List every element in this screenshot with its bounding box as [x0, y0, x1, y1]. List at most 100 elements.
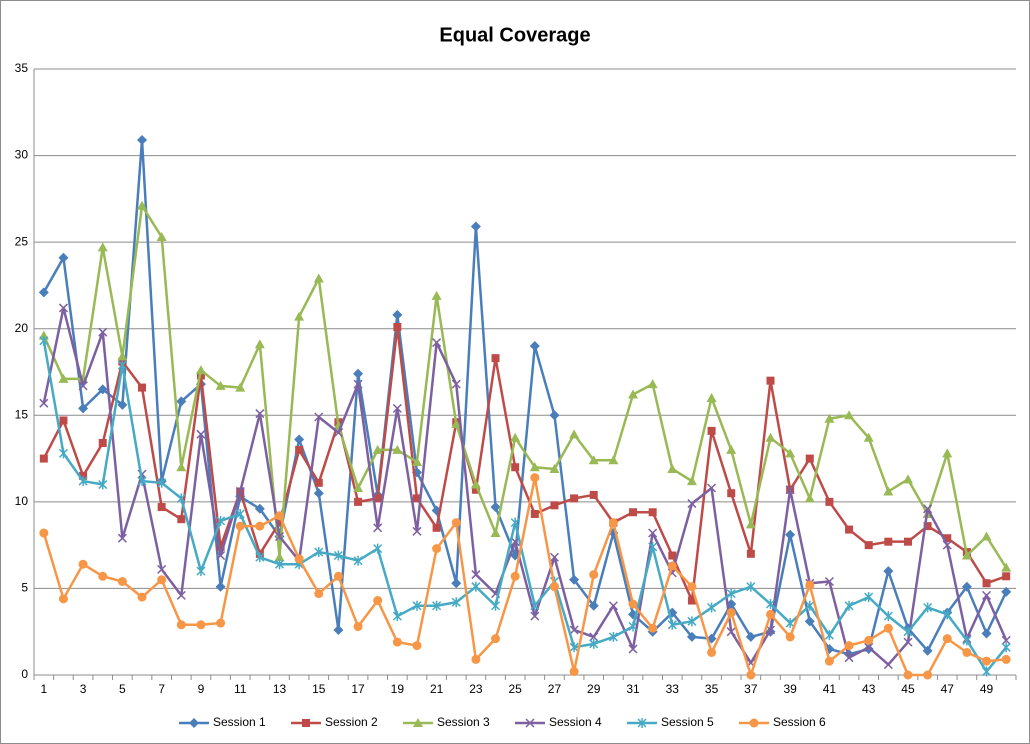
marker: [117, 577, 127, 587]
marker: [392, 403, 402, 413]
marker: [392, 309, 403, 320]
legend-label: Session 6: [773, 715, 826, 729]
marker: [667, 619, 677, 630]
marker: [824, 576, 834, 587]
marker: [844, 653, 854, 663]
marker: [333, 550, 343, 561]
marker: [412, 641, 422, 651]
x-tick-label: 17: [351, 682, 365, 696]
x-tick-label: 15: [312, 682, 326, 696]
marker: [1002, 572, 1011, 581]
x-tick-label: 43: [862, 682, 876, 696]
x-tick-label: 39: [783, 682, 797, 696]
y-tick-label: 35: [15, 61, 29, 75]
marker: [863, 432, 874, 442]
marker: [1001, 562, 1012, 572]
marker: [392, 611, 402, 622]
marker: [765, 625, 776, 635]
marker: [471, 570, 481, 580]
marker: [942, 634, 952, 644]
marker: [883, 486, 894, 496]
chart-title: Equal Coverage: [439, 24, 590, 46]
marker: [589, 632, 599, 642]
marker: [354, 497, 363, 506]
y-tick-label: 25: [15, 234, 29, 248]
legend-label: Session 4: [549, 715, 602, 729]
marker: [530, 611, 540, 621]
marker: [215, 380, 226, 390]
marker: [785, 618, 795, 629]
marker: [686, 631, 697, 642]
marker: [313, 488, 324, 499]
marker: [471, 581, 481, 592]
marker: [156, 231, 167, 241]
marker: [608, 631, 618, 642]
marker: [845, 525, 854, 534]
marker: [393, 322, 402, 331]
marker: [392, 444, 403, 454]
x-tick-label: 21: [430, 682, 444, 696]
marker: [569, 625, 579, 635]
marker: [883, 611, 893, 622]
marker: [78, 559, 88, 569]
marker: [491, 634, 501, 644]
marker: [79, 471, 88, 480]
x-tick-label: 9: [198, 682, 205, 696]
marker: [785, 632, 795, 642]
marker: [189, 718, 199, 728]
marker: [981, 531, 992, 541]
marker: [274, 559, 285, 570]
marker: [373, 494, 382, 503]
marker: [707, 602, 717, 613]
marker: [58, 373, 69, 383]
marker: [746, 670, 756, 680]
marker: [176, 620, 186, 630]
marker: [216, 515, 226, 526]
marker: [216, 551, 226, 561]
marker: [844, 600, 854, 611]
marker: [470, 221, 481, 232]
marker: [530, 473, 540, 483]
legend-label: Session 2: [325, 715, 378, 729]
marker: [922, 645, 933, 656]
marker: [785, 448, 796, 458]
marker: [765, 599, 776, 610]
marker: [765, 432, 776, 442]
marker: [216, 542, 225, 551]
marker: [766, 376, 775, 385]
marker: [589, 638, 599, 649]
y-tick-label: 10: [15, 494, 29, 508]
marker: [431, 290, 442, 300]
marker: [628, 644, 638, 654]
marker: [490, 528, 501, 538]
marker: [902, 474, 913, 484]
marker: [491, 354, 500, 363]
marker: [525, 718, 535, 728]
marker: [530, 509, 539, 518]
marker: [97, 384, 108, 395]
marker: [295, 445, 304, 454]
marker: [78, 403, 89, 414]
marker: [254, 339, 265, 349]
marker: [805, 454, 814, 463]
marker: [883, 623, 893, 633]
marker: [707, 426, 716, 435]
marker: [726, 627, 736, 637]
marker: [745, 519, 756, 529]
marker: [628, 389, 639, 399]
marker: [981, 628, 992, 639]
marker: [569, 429, 580, 439]
x-tick-label: 33: [666, 682, 680, 696]
marker: [687, 596, 696, 605]
marker: [824, 413, 835, 423]
marker: [982, 656, 992, 666]
x-tick-label: 27: [548, 682, 562, 696]
marker: [706, 392, 717, 402]
marker: [785, 529, 796, 540]
marker: [647, 379, 658, 389]
marker: [255, 552, 265, 563]
marker: [707, 483, 717, 493]
marker: [749, 718, 759, 728]
marker: [805, 600, 815, 611]
